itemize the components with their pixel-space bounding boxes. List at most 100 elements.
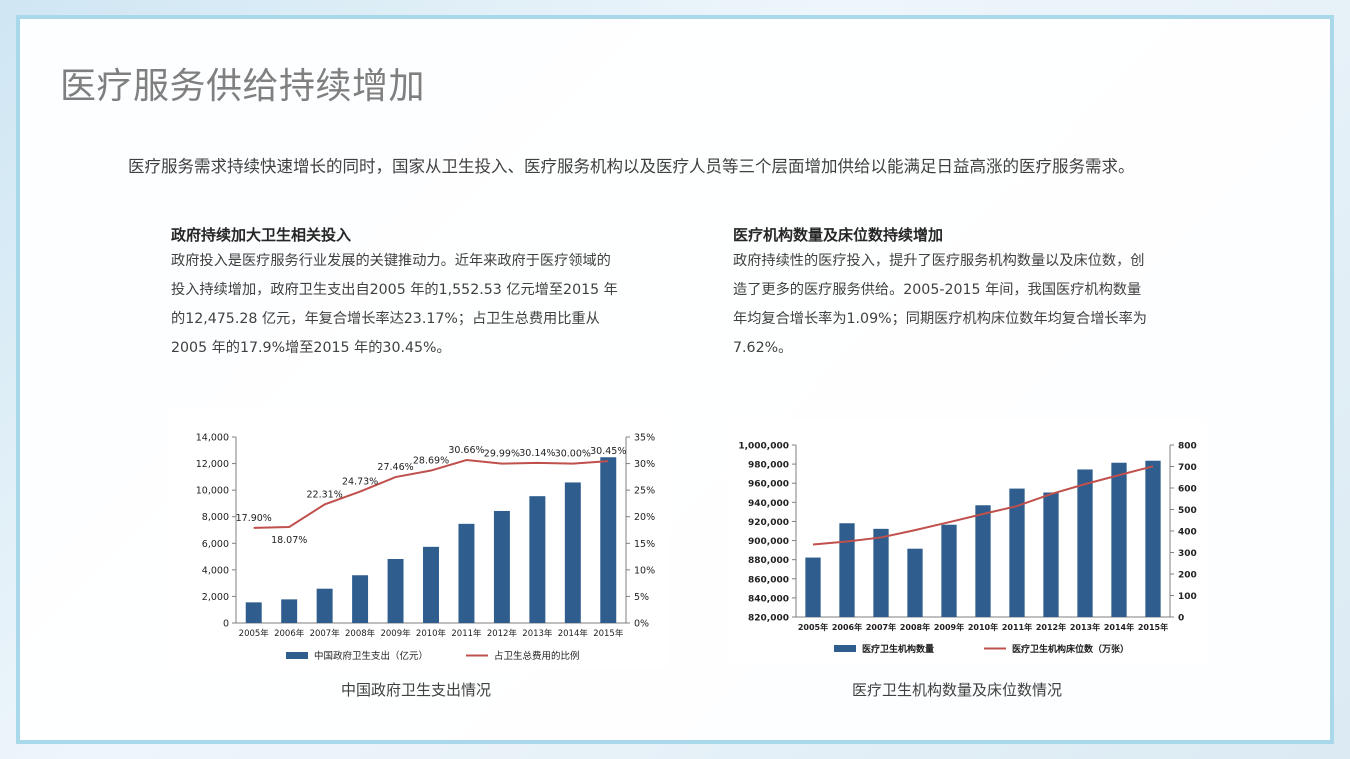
legend-bar-label: 中国政府卫生支出（亿元） <box>314 650 428 662</box>
left-body-line: 的12,475.28 亿元，年复合增长率达23.17%；占卫生总费用比重从 <box>171 311 600 327</box>
data-label: 27.46% <box>377 462 413 473</box>
y-tick-label-right: 400 <box>1178 528 1197 538</box>
x-tick-label: 2005年 <box>798 622 828 632</box>
bar <box>564 482 581 623</box>
y-tick-label-right: 15% <box>634 539 655 550</box>
y-tick-label-left: 940,000 <box>748 499 789 509</box>
series-line <box>812 465 1154 546</box>
y-tick-label-left: 880,000 <box>748 556 789 566</box>
right-chart-caption: 医疗卫生机构数量及床位数情况 <box>851 681 1062 699</box>
bar <box>423 546 439 623</box>
left-body-line: 2005 年的17.9%增至2015 年的30.45%。 <box>171 340 451 356</box>
legend-bar-swatch <box>834 645 856 652</box>
bar <box>1077 469 1093 617</box>
y-tick-label-right: 0% <box>634 619 649 630</box>
y-tick-label-right: 20% <box>634 512 655 523</box>
x-tick-label: 2014年 <box>558 628 589 639</box>
data-label: 28.69% <box>413 456 449 467</box>
bar <box>352 575 369 623</box>
bar <box>873 528 889 617</box>
legend-bar-swatch <box>286 652 308 659</box>
x-tick-label: 2008年 <box>900 622 930 632</box>
x-tick-label: 2013年 <box>1070 622 1100 632</box>
data-label: 30.66% <box>448 445 484 456</box>
y-tick-label-left: 860,000 <box>748 575 789 585</box>
y-tick-label-left: 10,000 <box>196 486 229 497</box>
x-tick-label: 2008年 <box>345 628 376 639</box>
x-tick-label: 2011年 <box>451 628 482 639</box>
x-tick-label: 2010年 <box>968 622 998 632</box>
chart-medical-institutions-svg: 820,000 840,000 860,000 880,000 900,000 920,0… <box>738 442 1197 656</box>
series-line <box>253 459 609 529</box>
y-tick-label-left: 840,000 <box>748 594 789 604</box>
bar <box>805 557 821 617</box>
data-label: 29.99% <box>484 449 520 460</box>
y-tick-label-left: 920,000 <box>748 518 789 528</box>
bar <box>458 523 475 623</box>
intro-text: 医疗服务需求持续快速增长的同时，国家从卫生投入、医疗服务机构以及医疗人员等三个层… <box>128 157 1135 176</box>
y-tick-label-left: 6,000 <box>202 539 229 550</box>
data-label: 30.45% <box>590 446 626 457</box>
data-label: 24.73% <box>342 477 378 488</box>
bar <box>245 602 262 623</box>
y-tick-label-right: 200 <box>1178 571 1197 581</box>
y-tick-label-right: 600 <box>1178 485 1197 495</box>
y-tick-label-left: 8,000 <box>202 512 229 523</box>
bar <box>1145 460 1161 617</box>
right-body-line: 造了更多的医疗服务供给。2005-2015 年间，我国医疗机构数量 <box>733 282 1142 298</box>
y-tick-label-right: 0 <box>1178 614 1184 624</box>
bar <box>529 496 546 623</box>
x-tick-label: 2009年 <box>380 628 411 639</box>
data-label: 17.90% <box>236 513 272 524</box>
bar <box>975 505 991 617</box>
x-tick-label: 2005年 <box>239 628 270 639</box>
chart-government-health-spending: 0 2,000 4,000 6,000 8,000 10,000 12,000 14,000 0… <box>168 409 668 669</box>
x-tick-label: 2011年 <box>1002 622 1032 632</box>
left-heading: 政府持续加大卫生相关投入 <box>171 226 352 244</box>
right-body-line: 7.62%。 <box>733 340 793 356</box>
y-tick-label-left: 12,000 <box>196 459 229 470</box>
y-tick-label-right: 30% <box>634 459 655 470</box>
legend-line-label: 占卫生总费用的比例 <box>494 650 580 662</box>
x-tick-label: 2014年 <box>1104 622 1134 632</box>
x-tick-label: 2012年 <box>1036 622 1066 632</box>
y-tick-label-left: 1,000,000 <box>738 442 789 452</box>
y-tick-label-right: 800 <box>1178 442 1197 452</box>
data-label: 18.07% <box>271 535 307 546</box>
bar <box>1043 492 1059 617</box>
x-tick-label: 2015年 <box>593 628 624 639</box>
page-title: 医疗服务供给持续增加 <box>60 66 426 107</box>
bar <box>493 510 510 623</box>
x-tick-label: 2015年 <box>1138 622 1168 632</box>
x-tick-label: 2006年 <box>274 628 305 639</box>
y-tick-label-right: 5% <box>634 592 649 603</box>
bar <box>600 457 617 623</box>
y-tick-label-right: 35% <box>634 433 655 444</box>
y-tick-label-right: 700 <box>1178 463 1197 473</box>
y-tick-label-left: 820,000 <box>748 614 789 624</box>
y-tick-label-left: 0 <box>223 619 229 630</box>
bar <box>907 548 923 617</box>
right-body-line: 年均复合增长率为1.09%；同期医疗机构床位数年均复合增长率为 <box>733 311 1147 327</box>
y-tick-label-left: 4,000 <box>202 565 229 576</box>
bar <box>316 588 333 623</box>
x-tick-label: 2012年 <box>487 628 518 639</box>
bar <box>281 599 298 623</box>
y-tick-label-right: 100 <box>1178 592 1197 602</box>
left-chart-caption: 中国政府卫生支出情况 <box>340 681 491 699</box>
x-tick-label: 2010年 <box>416 628 447 639</box>
y-tick-label-right: 25% <box>634 486 655 497</box>
bar <box>387 559 404 623</box>
right-body: 政府持续性的医疗投入，提升了医疗服务机构数量以及床位数，创 造了更多的医疗服务供… <box>733 247 1147 363</box>
x-tick-label: 2009年 <box>934 622 964 632</box>
y-tick-label-left: 960,000 <box>748 480 789 490</box>
left-body-line: 政府投入是医疗服务行业发展的关键推动力。近年来政府于医疗领域的 <box>171 253 611 269</box>
x-tick-label: 2007年 <box>310 628 341 639</box>
x-tick-label: 2013年 <box>522 628 553 639</box>
y-tick-label-left: 2,000 <box>202 592 229 603</box>
left-body: 政府投入是医疗服务行业发展的关键推动力。近年来政府于医疗领域的 投入持续增加，政… <box>171 247 618 363</box>
y-tick-label-left: 900,000 <box>748 537 789 547</box>
y-tick-label-left: 14,000 <box>196 433 229 444</box>
data-label: 30.14% <box>519 448 555 459</box>
left-body-line: 投入持续增加，政府卫生支出自2005 年的1,552.53 亿元增至2015 年 <box>171 282 618 298</box>
